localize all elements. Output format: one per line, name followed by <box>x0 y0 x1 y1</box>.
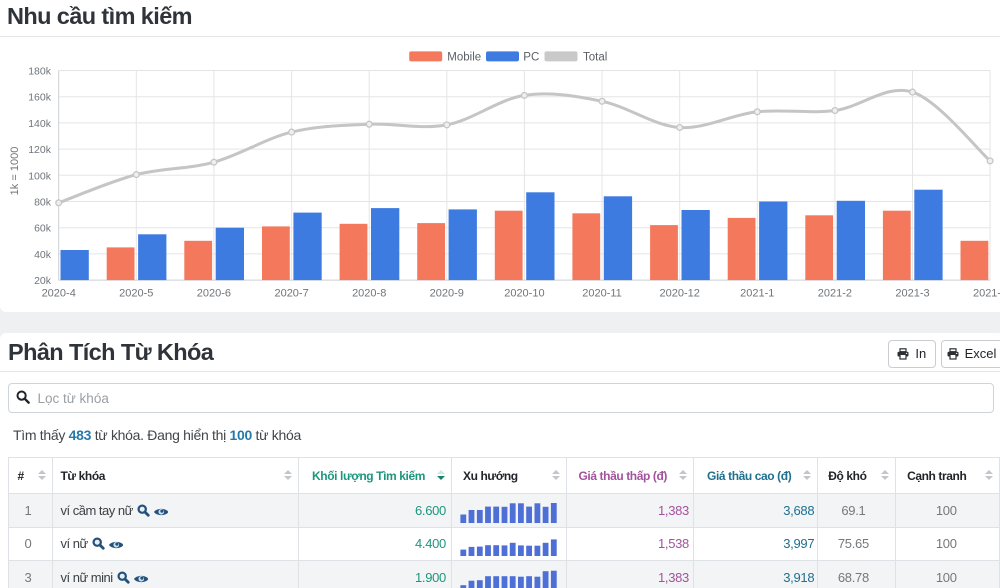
svg-text:2020-12: 2020-12 <box>660 288 700 300</box>
svg-text:80k: 80k <box>34 197 52 209</box>
svg-text:180k: 180k <box>28 66 52 78</box>
svg-text:160k: 160k <box>28 92 52 104</box>
svg-text:140k: 140k <box>28 118 52 130</box>
svg-text:Total: Total <box>583 52 607 64</box>
svg-text:2020-9: 2020-9 <box>430 288 464 300</box>
svg-text:2020-10: 2020-10 <box>504 288 544 300</box>
svg-text:PC: PC <box>523 52 539 64</box>
svg-text:2021-3: 2021-3 <box>895 288 929 300</box>
svg-text:2021-1: 2021-1 <box>740 288 774 300</box>
svg-text:2020-5: 2020-5 <box>119 288 153 300</box>
svg-text:Mobile: Mobile <box>447 52 481 64</box>
svg-text:2020-7: 2020-7 <box>274 288 308 300</box>
svg-text:2020-6: 2020-6 <box>197 288 231 300</box>
svg-text:2020-8: 2020-8 <box>352 288 386 300</box>
svg-text:120k: 120k <box>28 144 52 156</box>
svg-text:1k = 1000: 1k = 1000 <box>9 147 21 196</box>
svg-text:100k: 100k <box>28 170 52 182</box>
svg-text:2021-4: 2021-4 <box>973 288 1000 300</box>
svg-text:40k: 40k <box>34 249 52 261</box>
svg-text:2020-11: 2020-11 <box>582 288 622 300</box>
svg-text:2020-4: 2020-4 <box>42 288 76 300</box>
svg-text:2021-2: 2021-2 <box>818 288 852 300</box>
svg-text:60k: 60k <box>34 223 52 235</box>
svg-text:20k: 20k <box>34 275 52 287</box>
